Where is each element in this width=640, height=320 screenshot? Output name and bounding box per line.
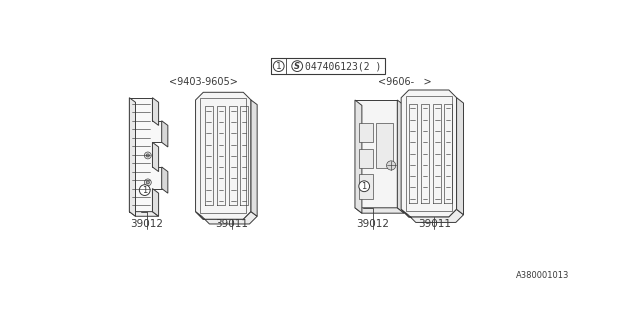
Text: 39012: 39012 bbox=[356, 220, 389, 229]
Circle shape bbox=[145, 179, 151, 186]
Polygon shape bbox=[251, 100, 257, 216]
Text: 39011: 39011 bbox=[215, 220, 248, 229]
Circle shape bbox=[145, 152, 151, 159]
Text: <9606-   >: <9606- > bbox=[378, 77, 432, 87]
Polygon shape bbox=[355, 100, 362, 213]
Text: 39012: 39012 bbox=[131, 220, 164, 229]
Polygon shape bbox=[129, 212, 159, 216]
Polygon shape bbox=[355, 100, 397, 208]
Polygon shape bbox=[162, 167, 168, 193]
Circle shape bbox=[292, 61, 303, 71]
Polygon shape bbox=[355, 208, 404, 213]
Polygon shape bbox=[152, 188, 159, 216]
Polygon shape bbox=[359, 148, 372, 168]
Polygon shape bbox=[196, 92, 251, 219]
Polygon shape bbox=[359, 123, 372, 142]
Polygon shape bbox=[196, 212, 257, 224]
Polygon shape bbox=[162, 121, 168, 147]
Bar bbox=[271, 59, 287, 74]
Circle shape bbox=[147, 154, 149, 157]
Text: 1: 1 bbox=[362, 182, 367, 191]
Circle shape bbox=[273, 61, 284, 71]
Text: S: S bbox=[294, 62, 300, 71]
Text: 1: 1 bbox=[142, 186, 147, 195]
Polygon shape bbox=[397, 100, 404, 213]
Polygon shape bbox=[152, 142, 159, 172]
Circle shape bbox=[387, 161, 396, 170]
Circle shape bbox=[147, 181, 149, 184]
Polygon shape bbox=[456, 98, 463, 215]
Polygon shape bbox=[401, 209, 463, 222]
Polygon shape bbox=[359, 174, 372, 198]
Polygon shape bbox=[129, 98, 136, 216]
Polygon shape bbox=[376, 123, 393, 168]
Polygon shape bbox=[401, 90, 456, 217]
Text: A380001013: A380001013 bbox=[516, 271, 570, 280]
Text: <9403-9605>: <9403-9605> bbox=[169, 77, 237, 87]
Circle shape bbox=[140, 185, 150, 196]
Circle shape bbox=[359, 181, 369, 192]
Polygon shape bbox=[152, 98, 159, 125]
Text: 1: 1 bbox=[276, 62, 282, 71]
Polygon shape bbox=[129, 98, 162, 212]
Bar bbox=[271, 59, 385, 74]
Text: 047406123(2 ): 047406123(2 ) bbox=[305, 61, 381, 71]
Text: 39011: 39011 bbox=[418, 220, 451, 229]
